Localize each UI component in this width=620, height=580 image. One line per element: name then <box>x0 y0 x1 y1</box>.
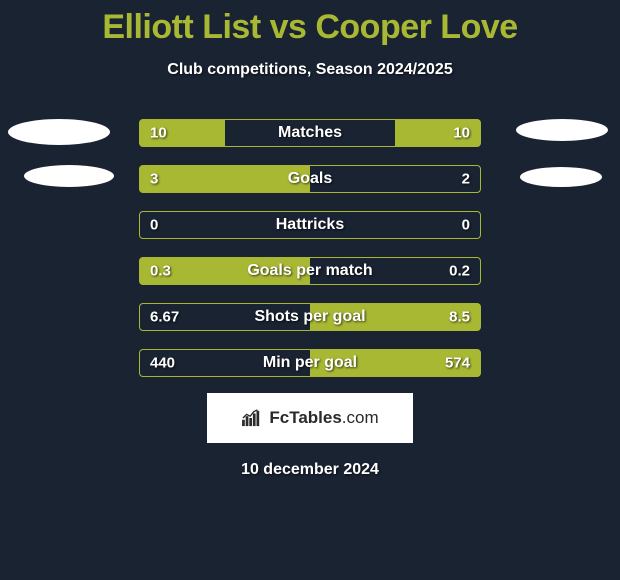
stat-row-matches: 10 Matches 10 <box>139 119 481 147</box>
stat-row-shots-per-goal: 6.67 Shots per goal 8.5 <box>139 303 481 331</box>
stat-row-goals: 3 Goals 2 <box>139 165 481 193</box>
stat-label: Goals per match <box>247 262 372 280</box>
stat-label: Matches <box>278 124 342 142</box>
stat-right-value: 8.5 <box>449 309 470 326</box>
stat-right-value: 2 <box>462 171 470 188</box>
decor-oval <box>516 119 608 141</box>
comparison-card: Elliott List vs Cooper Love Club competi… <box>0 0 620 479</box>
logo-text: FcTables.com <box>269 408 378 428</box>
stat-label: Min per goal <box>263 354 357 372</box>
decor-oval <box>520 167 602 187</box>
stat-row-hattricks: 0 Hattricks 0 <box>139 211 481 239</box>
stat-left-value: 0 <box>150 217 158 234</box>
stat-right-value: 10 <box>453 125 470 142</box>
fctables-icon <box>241 409 263 427</box>
stat-label: Hattricks <box>276 216 344 234</box>
decor-oval <box>8 119 110 145</box>
logo-name: FcTables <box>269 408 341 427</box>
stat-left-value: 0.3 <box>150 263 171 280</box>
subtitle: Club competitions, Season 2024/2025 <box>167 61 452 79</box>
stat-label: Goals <box>288 170 332 188</box>
stat-label: Shots per goal <box>254 308 365 326</box>
stat-right-value: 0.2 <box>449 263 470 280</box>
stat-row-goals-per-match: 0.3 Goals per match 0.2 <box>139 257 481 285</box>
bar-fill-left <box>140 166 310 192</box>
stat-right-value: 574 <box>445 355 470 372</box>
stat-row-min-per-goal: 440 Min per goal 574 <box>139 349 481 377</box>
decor-oval <box>24 165 114 187</box>
logo-suffix: .com <box>342 408 379 427</box>
stat-left-value: 10 <box>150 125 167 142</box>
stat-left-value: 6.67 <box>150 309 179 326</box>
comparison-chart: 10 Matches 10 3 Goals 2 0 Hattricks 0 0.… <box>0 119 620 377</box>
page-title: Elliott List vs Cooper Love <box>102 8 517 47</box>
stat-right-value: 0 <box>462 217 470 234</box>
footer-date: 10 december 2024 <box>241 461 379 479</box>
stat-left-value: 3 <box>150 171 158 188</box>
stat-left-value: 440 <box>150 355 175 372</box>
source-logo: FcTables.com <box>207 393 413 443</box>
